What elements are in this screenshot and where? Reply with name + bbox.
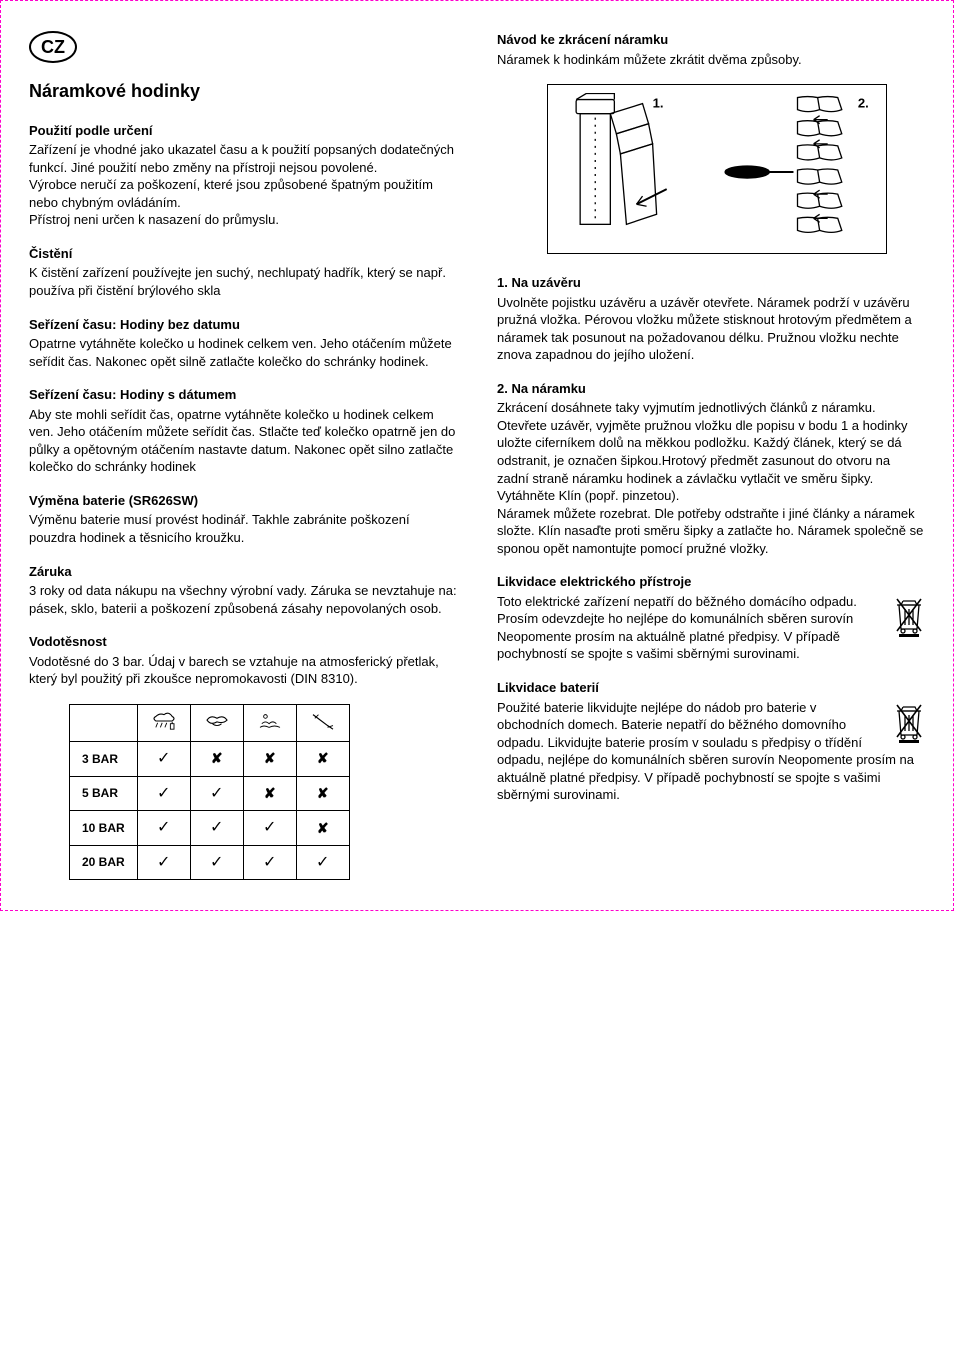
table-corner-cell — [70, 704, 138, 741]
table-row: 3 BAR✓✘✘✘ — [70, 742, 350, 777]
col-wash-icon — [190, 704, 243, 741]
table-row: 5 BAR✓✓✘✘ — [70, 776, 350, 811]
section: Použití podle určeníZařízení je vhodné j… — [29, 122, 457, 229]
section-title: Záruka — [29, 563, 457, 581]
right-column: Návod ke zkrácení náramku Náramek k hodi… — [497, 31, 925, 880]
table-row: 20 BAR✓✓✓✓ — [70, 845, 350, 880]
section: 2. Na náramkuZkrácení dosáhnete taky vyj… — [497, 380, 925, 557]
check-icon: ✓ — [137, 845, 190, 880]
section-body: Zařízení je vhodné jako ukazatel času a … — [29, 141, 457, 229]
section: 1. Na uzávěru Uvolněte pojistku uzávěru a… — [497, 274, 925, 364]
section: ČistěníK čistění zařízení používejte jen… — [29, 245, 457, 300]
section-body: Vodotěsné do 3 bar. Údaj v barech se vzt… — [29, 653, 457, 688]
cross-icon: ✘ — [296, 742, 349, 777]
section-title: Seřízení času: Hodiny s dátumem — [29, 386, 457, 404]
section: Likvidace baterií Použité baterie likvid… — [497, 679, 925, 804]
cross-icon: ✘ — [243, 742, 296, 777]
page-title: Náramkové hodinky — [29, 79, 457, 103]
shorten-body: Náramek k hodinkám můžete zkrátit dvěma … — [497, 51, 925, 69]
cross-icon: ✘ — [296, 811, 349, 846]
section-title: Čistění — [29, 245, 457, 263]
col-swim-icon — [243, 704, 296, 741]
row-label: 20 BAR — [70, 845, 138, 880]
section-body: Použité baterie likvidujte nejlépe do ná… — [497, 699, 925, 804]
diagram-label-1: 1. — [653, 96, 664, 111]
section-body: Toto elektrické zařízení nepatří do běžn… — [497, 593, 925, 663]
check-icon: ✓ — [243, 811, 296, 846]
section-body: K čistění zařízení používejte jen suchý,… — [29, 264, 457, 299]
check-icon: ✓ — [296, 845, 349, 880]
section: Likvidace elektrického přístroje Toto el… — [497, 573, 925, 663]
check-icon: ✓ — [137, 742, 190, 777]
check-icon: ✓ — [190, 776, 243, 811]
section-body: Zkrácení dosáhnete taky vyjmutím jednotl… — [497, 399, 925, 557]
section-title: Seřízení času: Hodiny bez datumu — [29, 316, 457, 334]
col-rain-icon — [137, 704, 190, 741]
section-title: 2. Na náramku — [497, 380, 925, 398]
check-icon: ✓ — [243, 845, 296, 880]
section: Výměna baterie (SR626SW)Výměnu baterie m… — [29, 492, 457, 547]
section-title: Vodotěsnost — [29, 633, 457, 651]
section-body: 3 roky od data nákupu na všechny výrobní… — [29, 582, 457, 617]
section-title: 1. Na uzávěru — [497, 274, 925, 292]
cross-icon: ✘ — [296, 776, 349, 811]
shorten-intro: Návod ke zkrácení náramku Náramek k hodi… — [497, 31, 925, 68]
diagram-label-2: 2. — [858, 96, 869, 111]
table-row: 10 BAR✓✓✓✘ — [70, 811, 350, 846]
weee-bin-icon — [893, 595, 925, 642]
row-label: 10 BAR — [70, 811, 138, 846]
shorten-title: Návod ke zkrácení náramku — [497, 31, 925, 49]
language-badge: CZ — [29, 31, 77, 63]
check-icon: ✓ — [137, 811, 190, 846]
left-column: CZ Náramkové hodinky Použití podle určen… — [29, 31, 457, 880]
row-label: 3 BAR — [70, 742, 138, 777]
section: Seřízení času: Hodiny bez datumuOpatrne … — [29, 316, 457, 371]
cross-icon: ✘ — [243, 776, 296, 811]
section: Vodotěsnost Vodotěsné do 3 bar. Údaj v ba… — [29, 633, 457, 688]
section-title: Likvidace baterií — [497, 679, 925, 697]
weee-bin-icon — [893, 701, 925, 748]
row-label: 5 BAR — [70, 776, 138, 811]
table-header-row — [70, 704, 350, 741]
check-icon: ✓ — [190, 845, 243, 880]
bracelet-diagram: 1. 2. — [547, 84, 887, 254]
section-body: Uvolněte pojistku uzávěru a uzávěr otevř… — [497, 294, 925, 364]
section-title: Likvidace elektrického přístroje — [497, 573, 925, 591]
water-resistance-table: 3 BAR✓✘✘✘5 BAR✓✓✘✘10 BAR✓✓✓✘20 BAR✓✓✓✓ — [69, 704, 350, 881]
section-title: Výměna baterie (SR626SW) — [29, 492, 457, 510]
cross-icon: ✘ — [190, 742, 243, 777]
section-body: Opatrne vytáhněte kolečko u hodinek celk… — [29, 335, 457, 370]
section-body: Výměnu baterie musí provést hodinář. Tak… — [29, 511, 457, 546]
section: Seřízení času: Hodiny s dátumem Aby ste m… — [29, 386, 457, 476]
check-icon: ✓ — [137, 776, 190, 811]
section-body: Aby ste mohli seřídit čas, opatrne vytáh… — [29, 406, 457, 476]
col-dive-icon — [296, 704, 349, 741]
section: Záruka3 roky od data nákupu na všechny v… — [29, 563, 457, 618]
section-title: Použití podle určení — [29, 122, 457, 140]
check-icon: ✓ — [190, 811, 243, 846]
